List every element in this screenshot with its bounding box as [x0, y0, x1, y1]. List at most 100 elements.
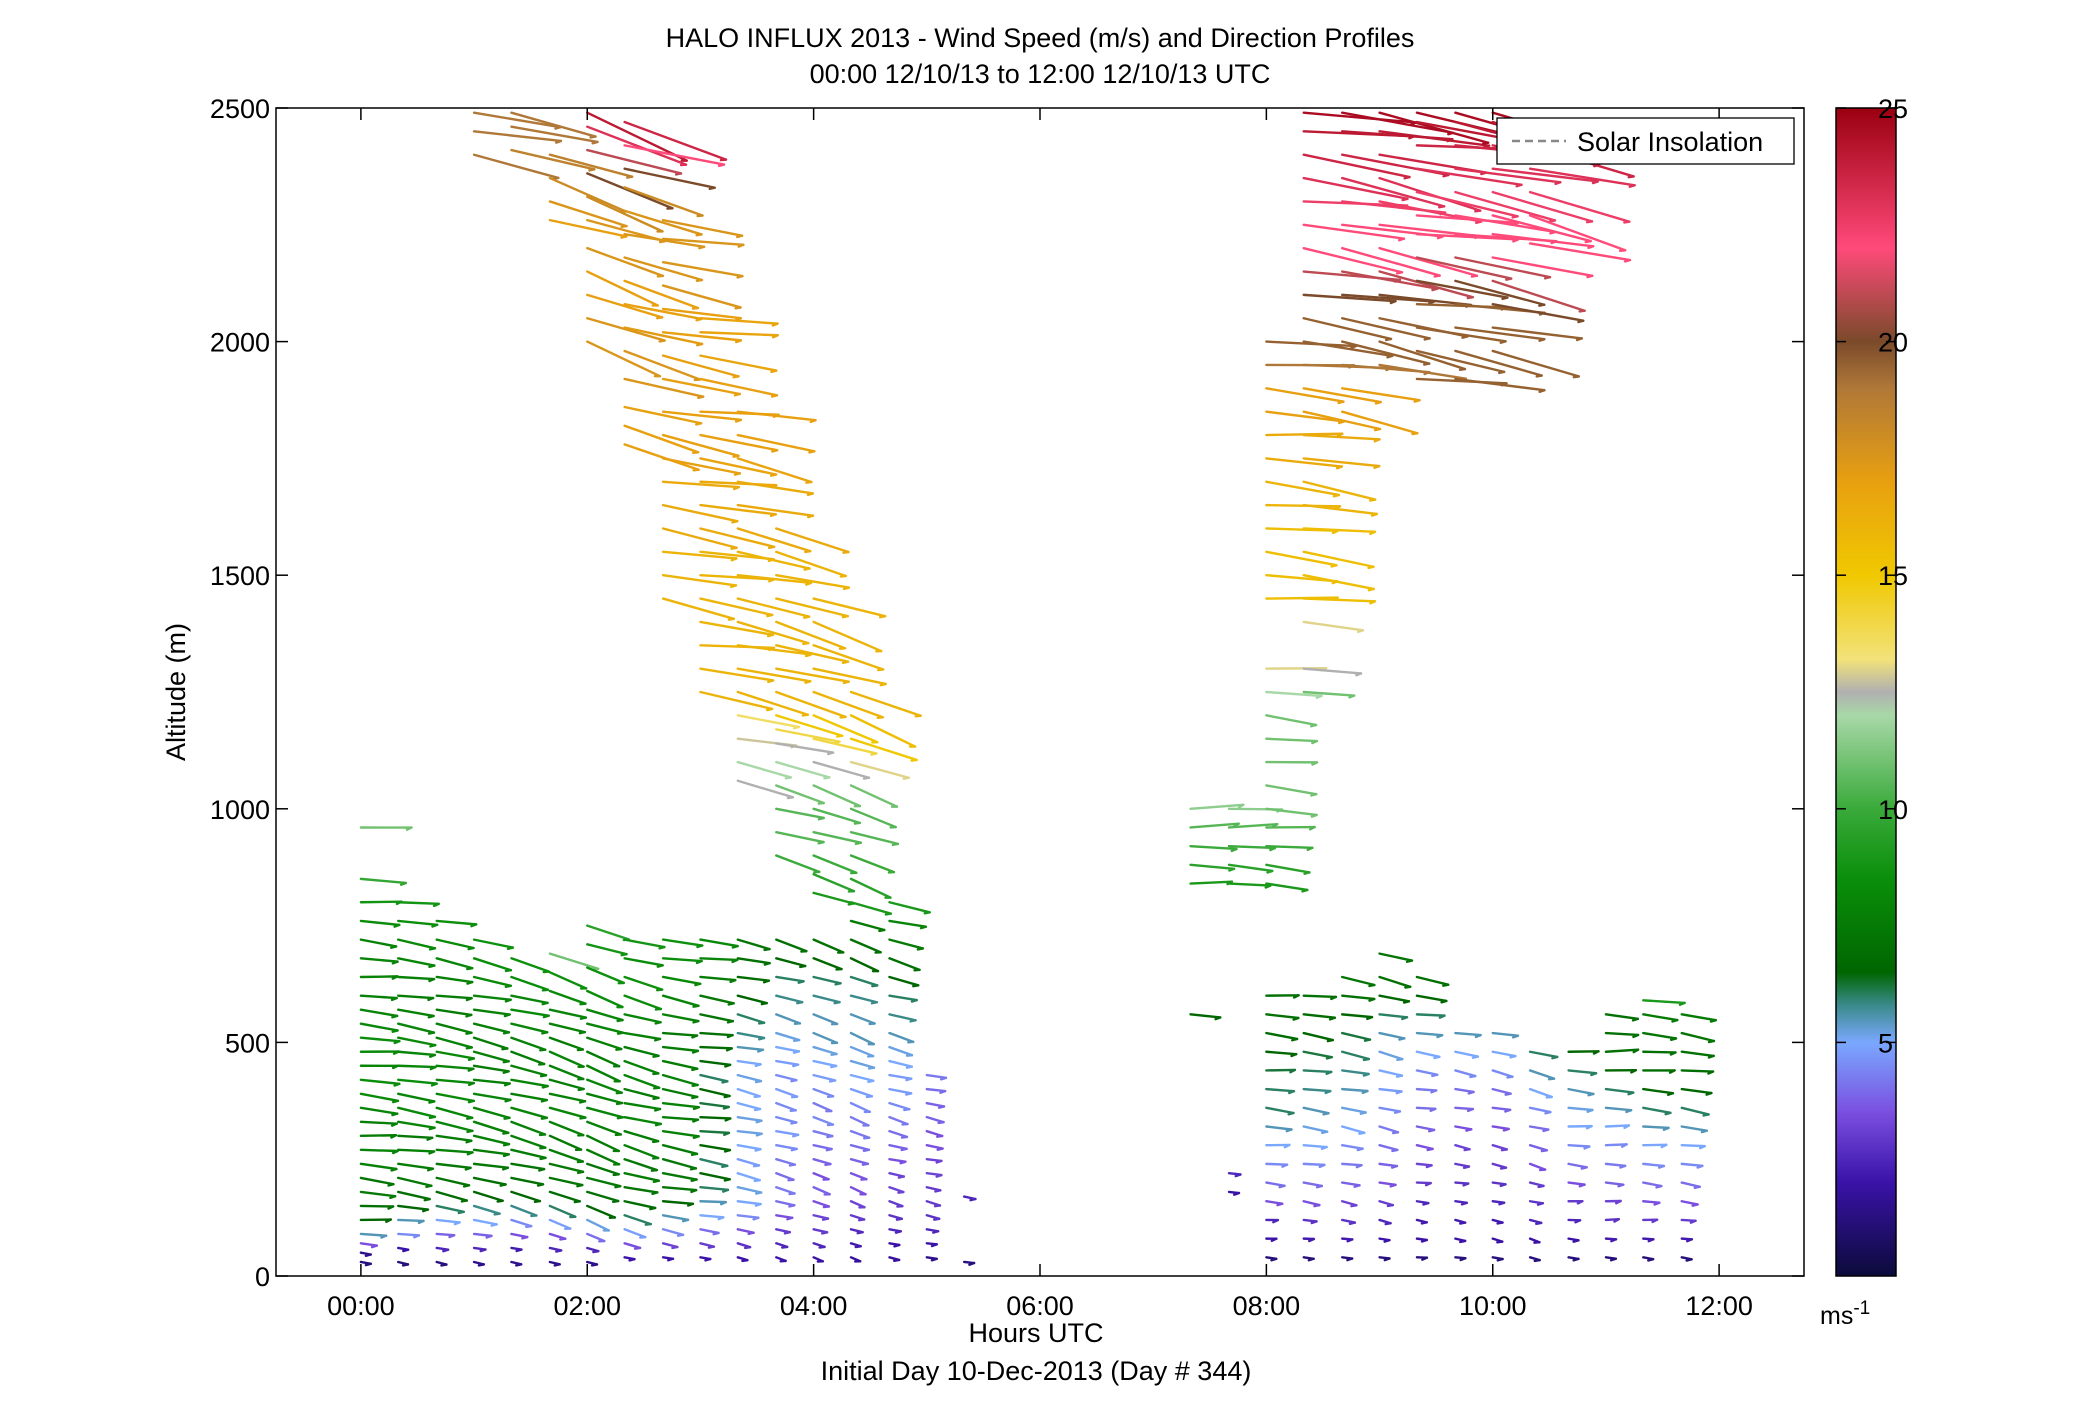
wind-barb-head: [390, 1122, 398, 1127]
wind-barb: [1415, 1181, 1432, 1187]
wind-barb-shaft: [736, 957, 771, 965]
wind-barb: [472, 1246, 487, 1253]
wind-barb-shaft: [1341, 111, 1455, 135]
wind-barb-head: [771, 322, 779, 327]
wind-barb-shaft: [849, 1059, 876, 1069]
wind-barb: [849, 1073, 875, 1083]
wind-barb-head: [719, 1200, 727, 1206]
wind-barb-head: [428, 1150, 436, 1155]
wind-barb-shaft: [1642, 1087, 1675, 1095]
wind-barb-head: [651, 1139, 660, 1144]
wind-barb-shaft: [359, 975, 399, 979]
wind-barb-head: [576, 1170, 585, 1175]
wind-barb: [699, 975, 737, 984]
wind-barb: [661, 994, 700, 1008]
wind-barb: [1528, 1087, 1553, 1099]
wind-barb-shaft: [1302, 1031, 1334, 1042]
wind-barb-shaft: [1341, 1069, 1370, 1076]
wind-barb-shaft: [510, 1078, 549, 1088]
wind-barb-head: [690, 1188, 698, 1194]
wind-barb-head: [391, 960, 399, 965]
wind-barb: [1491, 256, 1594, 279]
wind-barb: [1341, 1200, 1358, 1208]
wind-barb-head: [1691, 1203, 1699, 1207]
wind-barb-shaft: [586, 1232, 606, 1243]
x-axis-label: Hours UTC: [968, 1318, 1103, 1348]
wind-barb-head: [399, 881, 407, 886]
wind-barb-shaft: [736, 527, 812, 553]
wind-barb-head: [503, 1013, 511, 1018]
legend-box: [1496, 117, 1795, 165]
wind-barb-shaft: [1604, 1143, 1628, 1147]
wind-barb-head: [1348, 694, 1356, 699]
wind-barb-shaft: [1567, 1069, 1598, 1075]
wind-barb-head: [1350, 344, 1358, 350]
wind-barb: [661, 1059, 699, 1072]
wind-barb-head: [736, 274, 744, 279]
wind-barb-head: [1533, 1258, 1541, 1263]
wind-barb: [623, 1228, 647, 1239]
wind-barb-shaft: [1680, 1162, 1704, 1168]
wind-barb-shaft: [435, 1162, 472, 1170]
wind-barb: [736, 1228, 755, 1236]
wind-barb-shaft: [849, 1031, 875, 1046]
wind-barb-shaft: [1265, 1162, 1289, 1166]
wind-barb: [775, 1129, 800, 1138]
wind-barb-shaft: [1341, 1031, 1372, 1041]
wind-barb: [812, 1242, 826, 1249]
wind-barb-shaft: [586, 111, 688, 162]
wind-barb-shaft: [1454, 326, 1546, 341]
wind-barb-head: [792, 725, 800, 730]
wind-barb-shaft: [1302, 457, 1381, 468]
wind-barb-shaft: [888, 938, 925, 950]
wind-barb: [812, 760, 871, 780]
wind-barb: [699, 1157, 729, 1169]
wind-barb: [736, 938, 771, 952]
wind-barb-head: [1383, 1238, 1391, 1243]
wind-barb: [699, 1228, 720, 1236]
wind-barb-shaft: [1302, 994, 1338, 999]
wind-barb-shaft: [699, 1172, 731, 1181]
wind-barb: [1378, 1106, 1402, 1114]
wind-barb-shaft: [586, 1106, 625, 1119]
wind-barb-head: [1548, 219, 1557, 223]
wind-barb-head: [1686, 1238, 1694, 1243]
wind-barb: [736, 1013, 766, 1025]
wind-barb: [548, 1162, 585, 1175]
wind-barb-head: [1348, 1221, 1357, 1225]
wind-barb: [548, 952, 600, 971]
wind-barb-head: [387, 1182, 395, 1187]
wind-barb: [812, 1157, 832, 1167]
wind-barb-head: [691, 1095, 699, 1100]
wind-barb: [775, 975, 805, 984]
wind-barb-shaft: [1341, 293, 1436, 303]
wind-barb-head: [428, 947, 437, 951]
wind-barb-head: [1420, 1238, 1429, 1243]
wind-barb-head: [790, 1147, 798, 1152]
wind-barb-shaft: [623, 1073, 661, 1089]
wind-barb-head: [1587, 1092, 1595, 1097]
wind-barb: [1341, 1050, 1371, 1062]
wind-barb-shaft: [1189, 880, 1234, 885]
wind-barb: [661, 527, 738, 550]
wind-barb-shaft: [849, 975, 879, 987]
wind-barb-head: [1431, 287, 1439, 292]
wind-barb-shaft: [1454, 377, 1546, 392]
wind-barb-shaft: [1302, 176, 1409, 200]
wind-barb-head: [658, 945, 666, 950]
wind-barb: [1415, 1162, 1433, 1169]
wind-barb-shaft: [586, 966, 625, 985]
wind-barb-shaft: [1302, 433, 1381, 441]
wind-barb-head: [1459, 1239, 1467, 1244]
wind-barb-head: [897, 1190, 905, 1194]
wind-barb-head: [878, 615, 887, 619]
wind-barb: [1491, 1031, 1520, 1039]
wind-barb-head: [1709, 1018, 1717, 1023]
wind-barb: [548, 153, 634, 179]
wind-barb-shaft: [1341, 1050, 1371, 1061]
wind-barb-shaft: [699, 317, 779, 325]
wind-barb-head: [1578, 309, 1586, 313]
wind-barb-head: [391, 975, 399, 980]
wind-barb-head: [1362, 1057, 1371, 1062]
wind-barb: [1491, 214, 1592, 244]
